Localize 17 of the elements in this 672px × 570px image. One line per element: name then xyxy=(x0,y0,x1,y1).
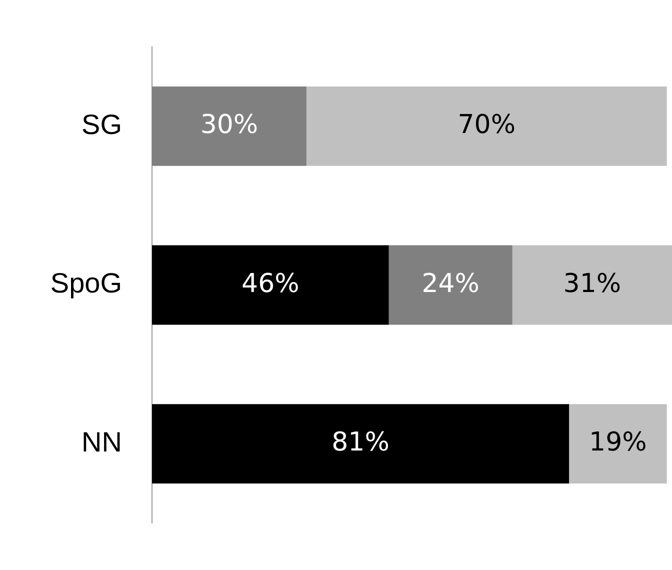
bar xyxy=(388,245,512,325)
bar xyxy=(152,86,306,166)
data-label: 19% xyxy=(589,428,647,458)
bar xyxy=(512,245,672,325)
y-tick-label: NN xyxy=(82,426,122,458)
bar xyxy=(152,404,570,484)
bar xyxy=(569,404,667,484)
data-label: 81% xyxy=(332,428,390,458)
data-label: 30% xyxy=(200,110,258,140)
bar xyxy=(152,245,389,325)
data-label: 70% xyxy=(458,110,516,140)
y-tick-label: SpoG xyxy=(50,268,122,299)
bar xyxy=(306,86,667,166)
data-label: 46% xyxy=(242,268,300,299)
data-label: 31% xyxy=(563,268,622,299)
y-tick-label: SG xyxy=(82,108,122,140)
data-label: 24% xyxy=(422,268,480,299)
